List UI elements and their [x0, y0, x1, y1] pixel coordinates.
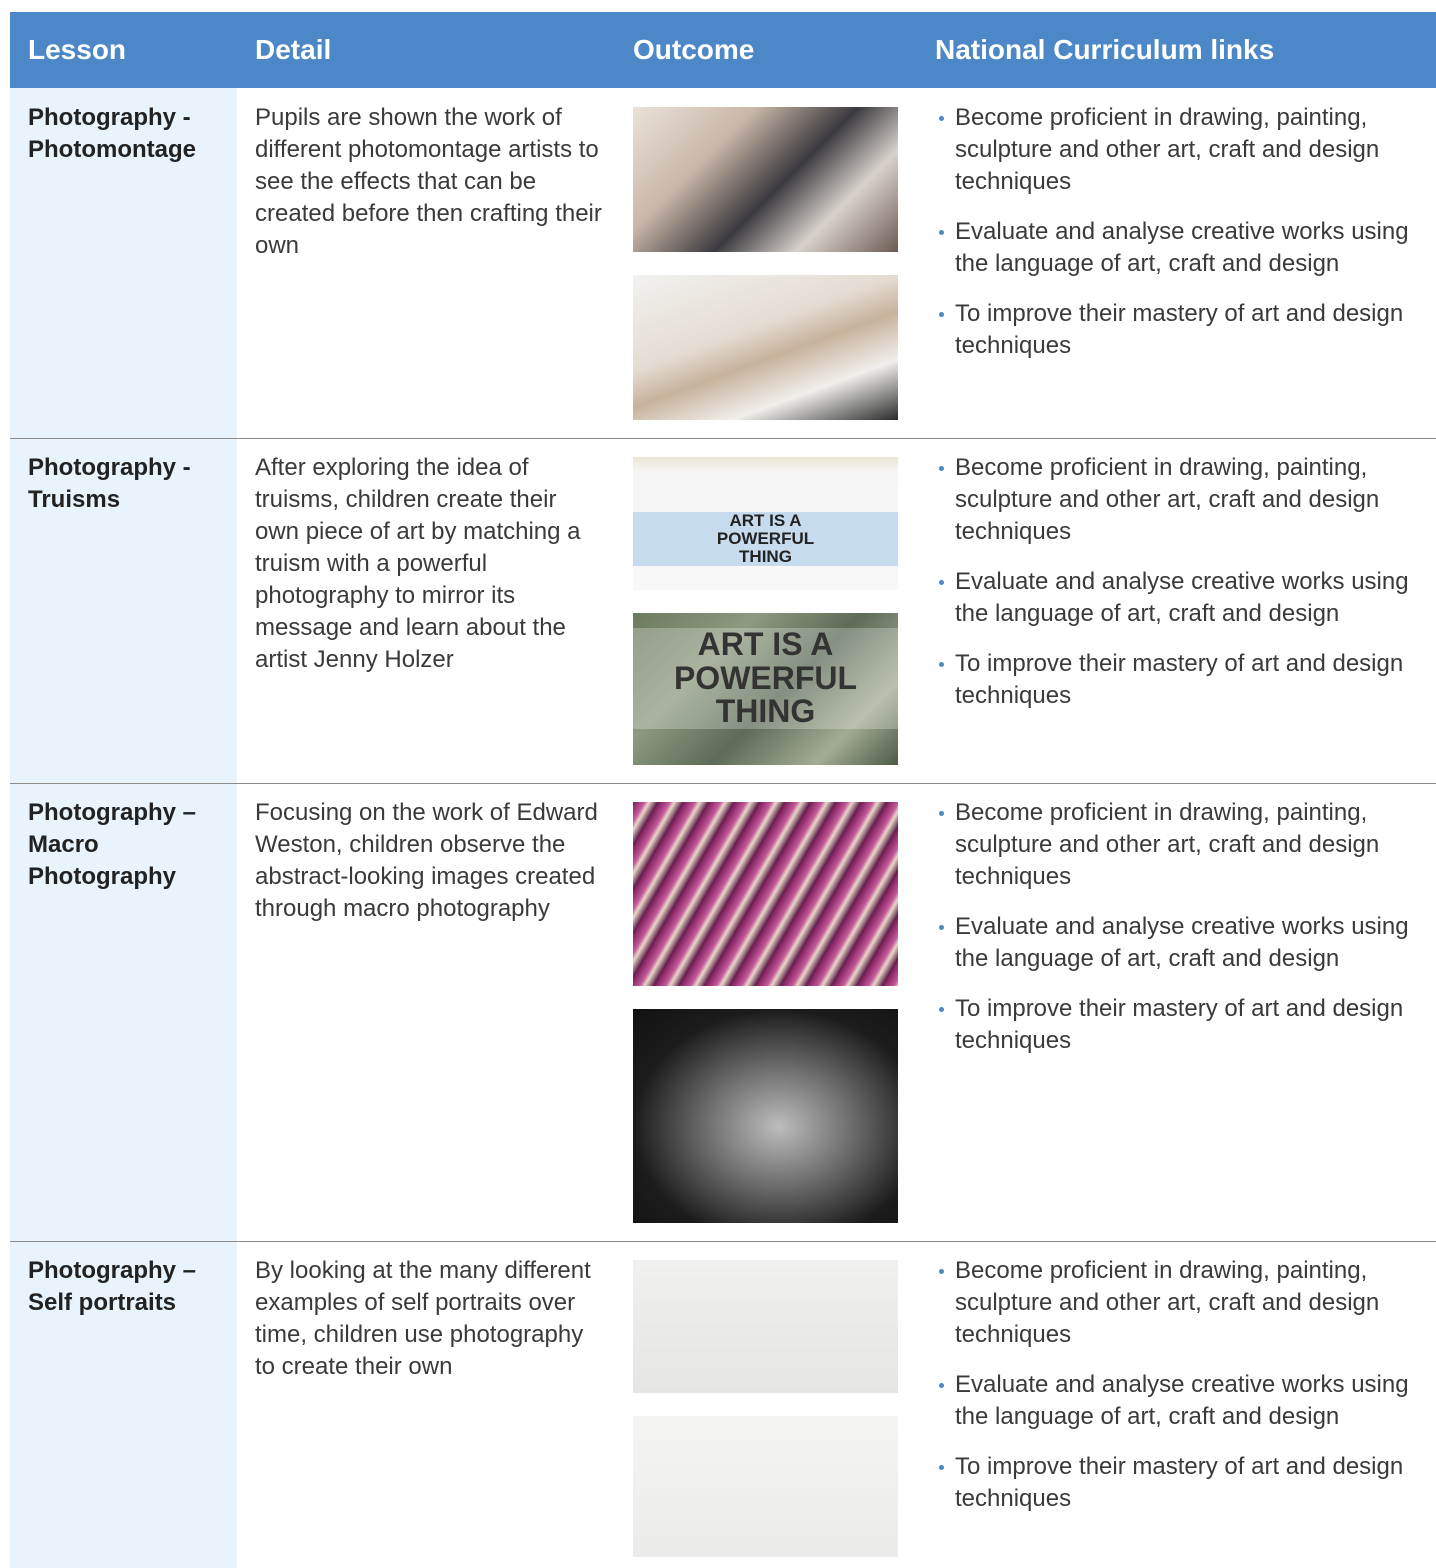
lesson-detail: Focusing on the work of Edward Weston, c…	[255, 799, 598, 922]
bullet	[939, 662, 944, 667]
curriculum-link-text: To improve their mastery of art and desi…	[955, 1453, 1404, 1512]
bullet	[939, 1465, 944, 1470]
row-divider	[10, 1241, 1436, 1242]
curriculum-link-item: Become proficient in drawing, painting, …	[935, 797, 1415, 893]
curriculum-link-text: Evaluate and analyse creative works usin…	[955, 913, 1409, 972]
curriculum-link-item: Evaluate and analyse creative works usin…	[935, 216, 1415, 280]
bullet	[939, 466, 944, 471]
outcome-image	[633, 107, 898, 252]
lesson-name: Photography – Self portraits	[28, 1257, 197, 1316]
curriculum-link-text: Evaluate and analyse creative works usin…	[955, 1371, 1409, 1430]
lesson-name: Photography - Photomontage	[28, 104, 196, 163]
curriculum-links: Become proficient in drawing, painting, …	[935, 102, 1415, 380]
curriculum-link-item: Become proficient in drawing, painting, …	[935, 1255, 1415, 1351]
curriculum-link-text: To improve their mastery of art and desi…	[955, 300, 1404, 359]
curriculum-link-text: Evaluate and analyse creative works usin…	[955, 568, 1409, 627]
curriculum-link-item: Evaluate and analyse creative works usin…	[935, 566, 1415, 630]
outcome-image	[633, 275, 898, 420]
bullet	[939, 811, 944, 816]
outcome-image	[633, 1009, 898, 1223]
bullet	[939, 1007, 944, 1012]
curriculum-link-item: To improve their mastery of art and desi…	[935, 993, 1415, 1057]
outcome-image	[633, 1260, 898, 1393]
curriculum-link-text: To improve their mastery of art and desi…	[955, 650, 1404, 709]
curriculum-link-item: Evaluate and analyse creative works usin…	[935, 1369, 1415, 1433]
curriculum-link-text: Become proficient in drawing, painting, …	[955, 454, 1380, 545]
bullet	[939, 1269, 944, 1274]
curriculum-link-text: Become proficient in drawing, painting, …	[955, 1257, 1380, 1348]
curriculum-link-text: Become proficient in drawing, painting, …	[955, 799, 1380, 890]
curriculum-links: Become proficient in drawing, painting, …	[935, 1255, 1415, 1533]
curriculum-link-text: Become proficient in drawing, painting, …	[955, 104, 1380, 195]
curriculum-link-item: Become proficient in drawing, painting, …	[935, 102, 1415, 198]
header-cell: Lesson	[28, 34, 127, 65]
row-divider	[10, 783, 1436, 784]
curriculum-links: Become proficient in drawing, painting, …	[935, 452, 1415, 730]
bullet	[939, 1383, 944, 1388]
row-divider	[10, 438, 1436, 439]
lesson-detail: Pupils are shown the work of different p…	[255, 104, 602, 259]
curriculum-link-text: Evaluate and analyse creative works usin…	[955, 218, 1409, 277]
curriculum-link-item: To improve their mastery of art and desi…	[935, 298, 1415, 362]
curriculum-link-item: Evaluate and analyse creative works usin…	[935, 911, 1415, 975]
curriculum-link-item: To improve their mastery of art and desi…	[935, 1451, 1415, 1515]
curriculum-link-item: Become proficient in drawing, painting, …	[935, 452, 1415, 548]
outcome-image	[633, 802, 898, 986]
image-caption: ART IS A POWERFUL THING	[633, 627, 898, 729]
lesson-column-background	[10, 88, 237, 1568]
lesson-name: Photography – Macro Photography	[28, 799, 197, 890]
curriculum-link-text: To improve their mastery of art and desi…	[955, 995, 1404, 1054]
lesson-detail: By looking at the many different example…	[255, 1257, 591, 1380]
image-caption: ART IS A POWERFUL THING	[633, 512, 898, 566]
table-header: Lesson Detail Outcome National Curriculu…	[10, 12, 1436, 88]
curriculum-links: Become proficient in drawing, painting, …	[935, 797, 1415, 1075]
curriculum-link-item: To improve their mastery of art and desi…	[935, 648, 1415, 712]
bullet	[939, 925, 944, 930]
header-cell: National Curriculum links	[935, 34, 1275, 65]
header-cell: Outcome	[633, 34, 755, 65]
lesson-name: Photography - Truisms	[28, 454, 191, 513]
outcome-image: ART IS A POWERFUL THING	[633, 457, 898, 590]
header-cell: Detail	[255, 34, 332, 65]
bullet	[939, 230, 944, 235]
bullet	[939, 580, 944, 585]
outcome-image: ART IS A POWERFUL THING	[633, 613, 898, 765]
bullet	[939, 116, 944, 121]
lesson-detail: After exploring the idea of truisms, chi…	[255, 454, 581, 673]
outcome-image	[633, 1416, 898, 1557]
bullet	[939, 312, 944, 317]
